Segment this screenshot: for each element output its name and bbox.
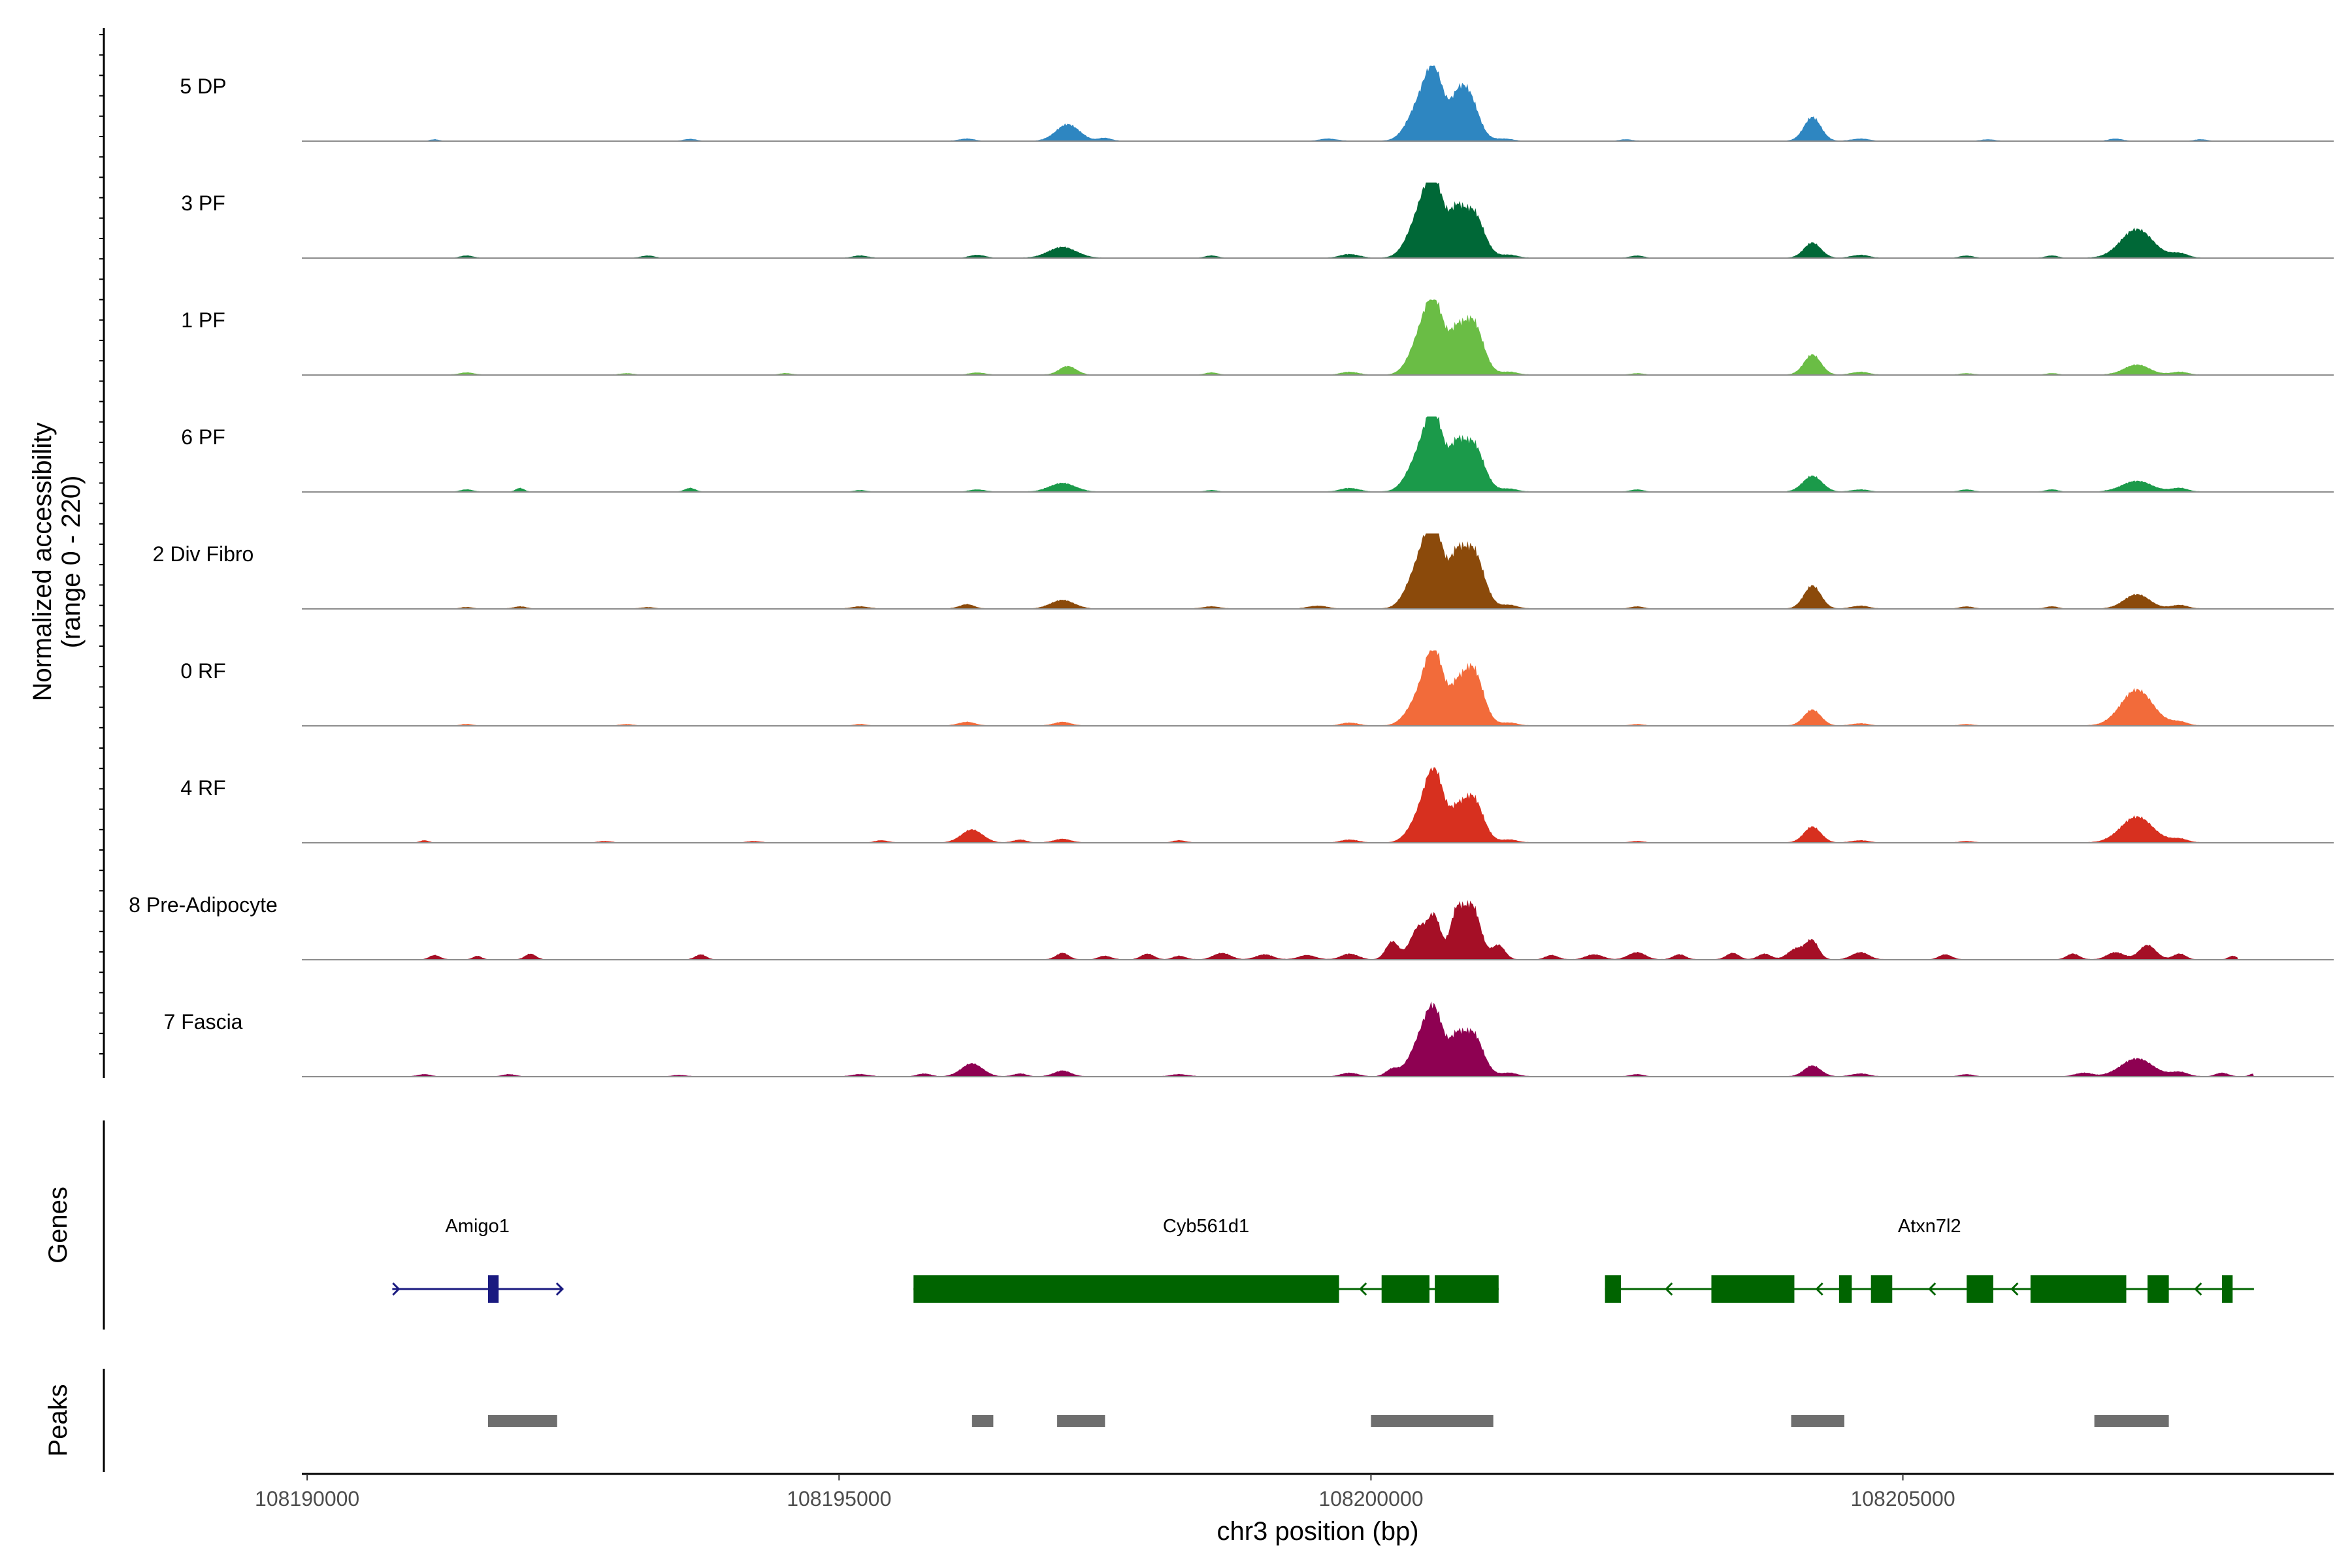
track-7-fascia: 7 Fascia: [164, 1001, 2334, 1077]
gene-label: Cyb561d1: [1163, 1216, 1249, 1237]
track-4-rf: 4 RF: [180, 767, 2334, 843]
peak-region: [972, 1415, 994, 1427]
gene-exon: [1870, 1275, 1893, 1303]
gene-atxn7l2: Atxn7l2: [1605, 1216, 2254, 1303]
coverage-y-ticks: [99, 34, 104, 1054]
gene-exon: [2030, 1275, 2127, 1303]
track-0-rf: 0 RF: [180, 650, 2334, 727]
x-tick-label: 108205000: [1850, 1487, 1955, 1511]
track-label: 2 Div Fibro: [153, 542, 254, 566]
strand-arrow: [555, 1282, 564, 1296]
peaks-panel-title: Peaks: [44, 1384, 73, 1456]
gene-exon: [1838, 1275, 1852, 1303]
track-label: 4 RF: [180, 776, 225, 800]
track-label: 8 Pre-Adipocyte: [129, 893, 278, 917]
gene-exon: [487, 1275, 499, 1303]
gene-exon: [2148, 1275, 2169, 1303]
track-label: 0 RF: [180, 659, 225, 683]
x-tick-label: 108195000: [787, 1487, 891, 1511]
gene-label: Amigo1: [446, 1216, 510, 1237]
peak-region: [1057, 1415, 1105, 1427]
strand-arrow: [1665, 1282, 1673, 1296]
gene-label: Atxn7l2: [1898, 1216, 1961, 1237]
x-tick-label: 108200000: [1318, 1487, 1423, 1511]
gene-exon: [1967, 1275, 1993, 1303]
track-5-dp: 5 DP: [180, 65, 2334, 142]
peak-region: [1371, 1415, 1494, 1427]
track-label: 5 DP: [180, 74, 226, 98]
gene-exon: [1711, 1275, 1795, 1303]
strand-arrow: [1928, 1282, 1936, 1296]
gene-exon: [1605, 1275, 1622, 1303]
strand-arrow: [392, 1282, 400, 1296]
coverage-tracks: 5 DP 3 PF 1 PF 6 PF 2 Div Fibro 0 RF 4 RF 8 Pre…: [129, 65, 2334, 1077]
track-label: 6 PF: [181, 425, 225, 449]
strand-arrow: [1359, 1282, 1367, 1296]
genes-panel-title: Genes: [44, 1186, 73, 1264]
track-6-pf: 6 PF: [181, 416, 2334, 493]
track-3-pf: 3 PF: [181, 182, 2334, 259]
track-label: 7 Fascia: [164, 1010, 243, 1034]
peak-region: [2094, 1415, 2169, 1427]
peak-region: [1791, 1415, 1844, 1427]
gene-annotations: Amigo1 Cyb561d1 Atxn7l2: [392, 1216, 2254, 1303]
gene-exon: [1381, 1275, 1429, 1303]
x-tick-label: 108190000: [255, 1487, 359, 1511]
gene-exon: [913, 1275, 1339, 1303]
gene-exon: [1435, 1275, 1499, 1303]
strand-arrow: [2010, 1282, 2019, 1296]
x-axis-title: chr3 position (bp): [1217, 1517, 1418, 1546]
track-label: 1 PF: [181, 308, 225, 332]
strand-arrow: [1815, 1282, 1823, 1296]
peak-regions: [487, 1415, 2169, 1427]
gene-cyb561d1: Cyb561d1: [913, 1216, 1499, 1303]
gene-amigo1: Amigo1: [392, 1216, 564, 1303]
x-axis-ticks: 108190000 108195000 108200000 108205000: [255, 1474, 1955, 1511]
track-1-pf: 1 PF: [181, 299, 2334, 376]
gene-exon: [2222, 1275, 2233, 1303]
strand-arrow: [2194, 1282, 2202, 1296]
y-axis-title: Normalized accessibility: [28, 423, 57, 702]
track-label: 3 PF: [181, 191, 225, 215]
track-2-div-fibro: 2 Div Fibro: [153, 533, 2334, 610]
track-8-pre-adipocyte: 8 Pre-Adipocyte: [129, 893, 2334, 960]
peak-region: [487, 1415, 557, 1427]
y-axis-range-label: (range 0 - 220): [57, 476, 86, 649]
